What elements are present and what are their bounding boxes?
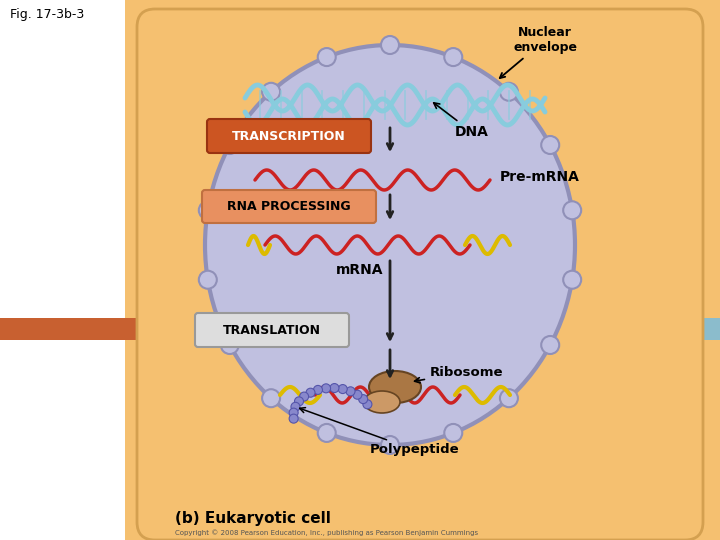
Circle shape — [359, 395, 368, 403]
Circle shape — [291, 402, 300, 411]
Text: TRANSCRIPTION: TRANSCRIPTION — [232, 130, 346, 143]
Circle shape — [199, 271, 217, 289]
Circle shape — [541, 336, 559, 354]
Circle shape — [353, 390, 362, 399]
Circle shape — [563, 271, 581, 289]
Circle shape — [322, 384, 330, 393]
Bar — [0, 318, 155, 340]
Text: Polypeptide: Polypeptide — [300, 408, 459, 456]
Circle shape — [221, 136, 239, 154]
Circle shape — [294, 397, 304, 406]
Circle shape — [318, 48, 336, 66]
Circle shape — [262, 389, 280, 407]
Text: Nuclear
envelope: Nuclear envelope — [500, 26, 577, 78]
Circle shape — [381, 36, 399, 54]
Ellipse shape — [369, 371, 421, 403]
Circle shape — [444, 424, 462, 442]
Text: Fig. 17-3b-3: Fig. 17-3b-3 — [10, 8, 84, 21]
Text: RNA PROCESSING: RNA PROCESSING — [228, 200, 351, 213]
Text: TRANSLATION: TRANSLATION — [223, 323, 321, 336]
Circle shape — [221, 336, 239, 354]
Ellipse shape — [364, 391, 400, 413]
Circle shape — [306, 388, 315, 397]
FancyBboxPatch shape — [207, 119, 371, 153]
Text: Ribosome: Ribosome — [415, 366, 503, 383]
Circle shape — [381, 436, 399, 454]
Bar — [155, 318, 720, 340]
FancyBboxPatch shape — [137, 9, 703, 540]
Circle shape — [330, 383, 339, 393]
Ellipse shape — [205, 45, 575, 445]
Text: mRNA: mRNA — [336, 263, 384, 277]
Circle shape — [338, 384, 347, 394]
Text: Copyright © 2008 Pearson Education, Inc., publishing as Pearson Benjamin Cumming: Copyright © 2008 Pearson Education, Inc.… — [175, 529, 478, 536]
Circle shape — [199, 201, 217, 219]
FancyBboxPatch shape — [195, 313, 349, 347]
Circle shape — [318, 424, 336, 442]
Text: DNA: DNA — [433, 103, 489, 139]
FancyBboxPatch shape — [202, 190, 376, 223]
Circle shape — [346, 387, 355, 396]
Circle shape — [500, 389, 518, 407]
Circle shape — [363, 400, 372, 409]
Circle shape — [289, 408, 298, 417]
Circle shape — [300, 392, 309, 401]
Text: Pre-mRNA: Pre-mRNA — [500, 170, 580, 184]
Circle shape — [444, 48, 462, 66]
Circle shape — [541, 136, 559, 154]
Circle shape — [313, 386, 323, 394]
Text: (b) Eukaryotic cell: (b) Eukaryotic cell — [175, 511, 331, 526]
Circle shape — [500, 83, 518, 101]
Circle shape — [563, 201, 581, 219]
Circle shape — [289, 414, 298, 423]
Circle shape — [262, 83, 280, 101]
